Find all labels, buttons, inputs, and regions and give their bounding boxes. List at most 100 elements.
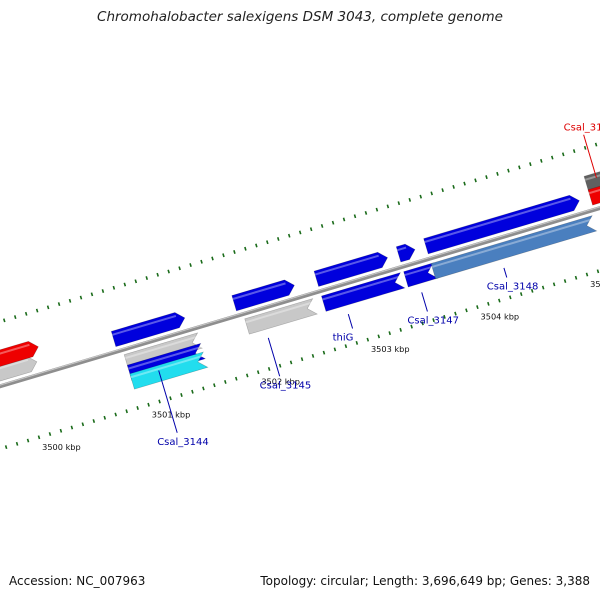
inner-tick [103, 415, 107, 420]
outer-tick [255, 243, 258, 248]
inner-tick [125, 409, 128, 414]
inner-tick [574, 275, 578, 280]
outer-tick-marks [2, 142, 598, 323]
inner-tick [388, 331, 392, 336]
outer-tick [561, 152, 565, 157]
map-title: Chromohalobacter salexigens DSM 3043, co… [97, 9, 503, 25]
gene-feature-layer [0, 171, 600, 390]
inner-tick [432, 318, 435, 323]
gene-label: Csal_3147 [407, 316, 459, 327]
inner-tick [81, 422, 85, 427]
inner-tick [70, 425, 74, 430]
outer-tick [485, 175, 488, 180]
genome-backbone-layer [0, 206, 600, 389]
inner-tick [59, 428, 63, 433]
outer-tick [101, 289, 105, 294]
outer-tick [244, 246, 247, 251]
outer-tick [266, 240, 269, 245]
gene-label-leader [583, 134, 597, 179]
gene-arrow-highlight [124, 335, 199, 360]
inner-tick [585, 272, 589, 277]
outer-tick [233, 250, 236, 254]
inner-tick [191, 389, 194, 394]
gene-arrow [313, 251, 388, 287]
inner-tick [355, 340, 359, 345]
inner-tick [322, 350, 326, 355]
ruler-label: 3504 kbp [481, 312, 520, 322]
inner-tick [245, 373, 249, 378]
genome-backbone-highlight [0, 206, 600, 386]
ruler-label: 3501 kbp [152, 409, 191, 419]
inner-tick [519, 292, 523, 297]
outer-tick [134, 279, 138, 284]
inner-tick [224, 380, 227, 384]
outer-tick [123, 282, 127, 287]
gene-arrow-highlight [0, 358, 29, 370]
outer-tick [342, 217, 346, 222]
outer-tick [540, 158, 543, 163]
outer-tick [441, 188, 444, 193]
inner-tick [465, 308, 468, 313]
outer-tick [79, 295, 83, 300]
inner-tick [366, 337, 370, 342]
inner-tick [147, 402, 150, 407]
inner-tick [454, 311, 457, 316]
inner-tick [300, 357, 304, 362]
gene-arrow [129, 351, 209, 390]
outer-tick [156, 272, 159, 277]
outer-tick [430, 191, 433, 196]
outer-tick [2, 318, 6, 323]
inner-tick [180, 393, 183, 397]
outer-tick [112, 285, 116, 290]
gene-arrow-highlight [130, 354, 205, 379]
gene-arrow-highlight [232, 282, 286, 300]
inner-tick [4, 445, 8, 450]
inner-tick [498, 298, 501, 303]
inner-tick [443, 314, 446, 319]
gene-arrow-highlight [322, 275, 402, 301]
outer-tick [419, 194, 423, 199]
inner-tick-marks [4, 269, 600, 450]
gene-arrow-highlight [245, 301, 314, 324]
inner-tick [311, 353, 315, 358]
outer-tick [298, 230, 302, 235]
outer-tick [222, 253, 225, 258]
outer-tick [474, 178, 477, 183]
genome-backbone [0, 206, 600, 389]
gene-arrow-highlight [424, 197, 571, 243]
gene-arrow [321, 272, 406, 312]
outer-tick [13, 315, 17, 320]
outer-tick [200, 259, 203, 264]
inner-tick [26, 438, 30, 443]
inner-tick [377, 334, 381, 339]
outer-tick [90, 292, 94, 297]
outer-tick [276, 237, 280, 241]
outer-tick [167, 269, 170, 274]
ruler-label: 3505 kbp [590, 279, 600, 289]
outer-tick [178, 266, 181, 271]
ruler-label: 3503 kbp [371, 344, 410, 354]
inner-tick [563, 279, 567, 284]
outer-tick [452, 184, 455, 189]
outer-tick [320, 224, 324, 228]
inner-tick [410, 324, 413, 329]
inner-tick [136, 406, 139, 410]
gene-arrow-highlight [112, 314, 177, 336]
inner-tick [421, 321, 424, 326]
outer-tick [583, 145, 587, 150]
gene-label-layer: Csal_3144 Csal_3145 thiG Csal_3147 Csal_3148… [157, 123, 600, 448]
inner-tick [158, 399, 161, 404]
outer-tick [24, 311, 28, 316]
gene-arrow-highlight [404, 265, 435, 277]
outer-tick [309, 227, 313, 232]
gene-arrow [110, 312, 186, 348]
inner-tick [476, 305, 479, 310]
outer-tick [496, 171, 499, 176]
outer-tick [287, 233, 291, 238]
outer-tick [529, 162, 532, 167]
outer-tick [507, 168, 510, 173]
gene-arrow-highlight [314, 254, 379, 276]
inner-tick [509, 295, 512, 300]
inner-tick [487, 301, 490, 306]
